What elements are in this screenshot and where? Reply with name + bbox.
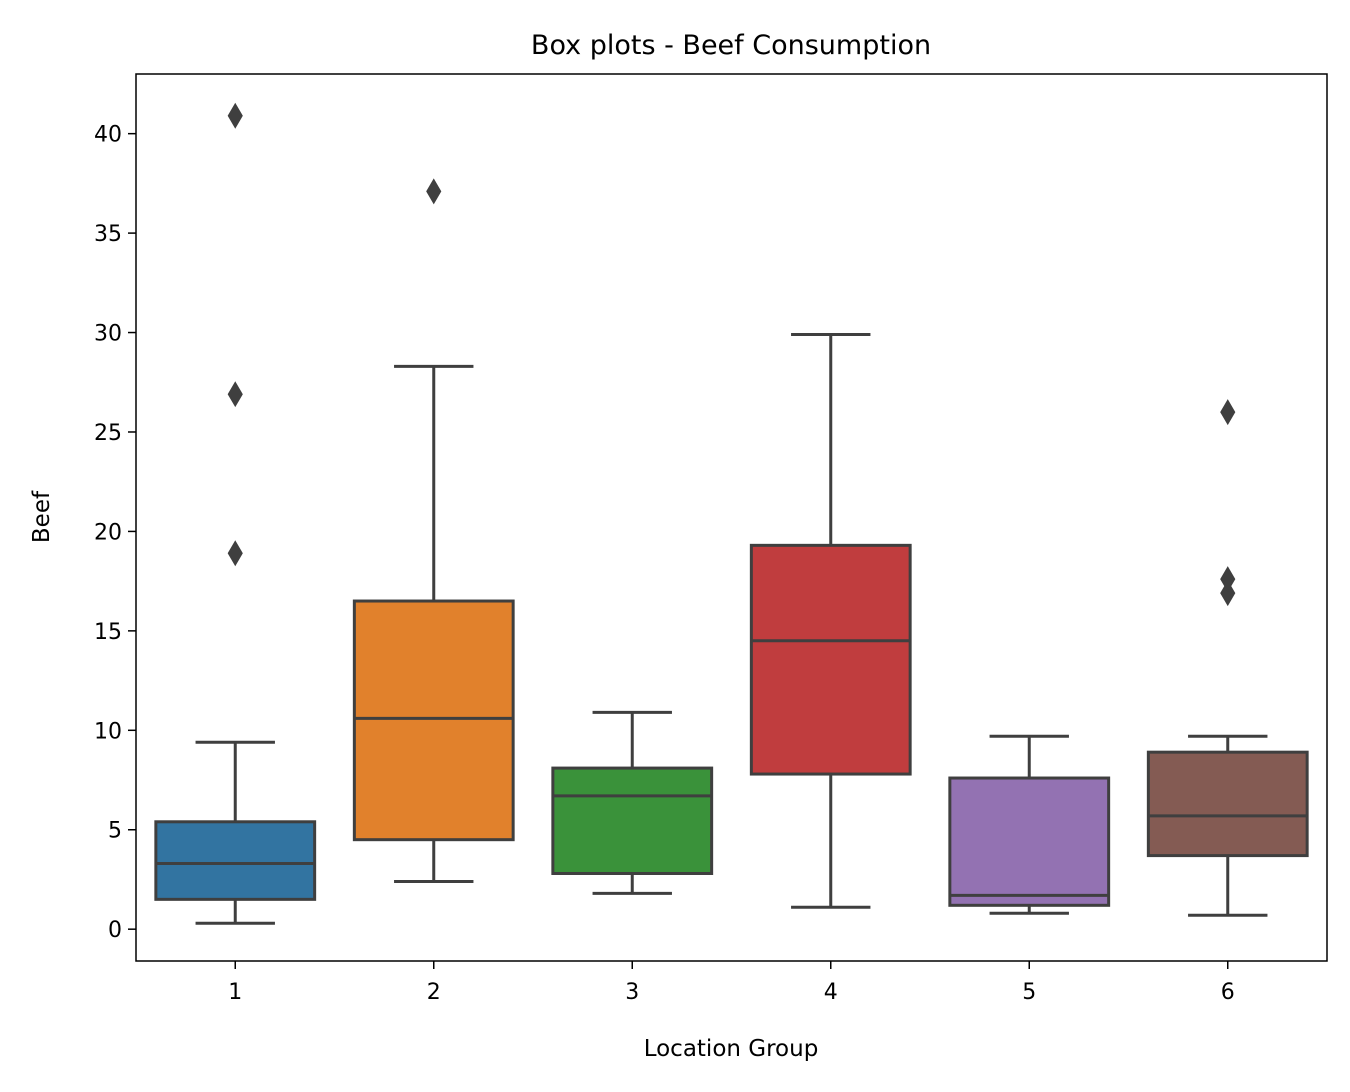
- box-iqr: [352, 599, 515, 842]
- box-group-3: [551, 710, 714, 895]
- y-tick-label: 30: [94, 322, 122, 347]
- outlier-marker: [227, 540, 243, 567]
- box-iqr: [749, 543, 912, 776]
- y-tick-label: 20: [94, 520, 122, 545]
- x-axis-label: Location Group: [644, 1036, 819, 1062]
- x-tick-label: 4: [824, 980, 838, 1005]
- box-group-6: [1146, 399, 1309, 917]
- x-tick-label: 2: [427, 980, 441, 1005]
- outlier-marker: [1220, 399, 1236, 426]
- y-tick-label: 5: [108, 819, 122, 844]
- outlier-marker: [227, 102, 243, 129]
- y-axis-label: Beef: [29, 490, 55, 543]
- box-iqr: [1146, 750, 1309, 858]
- boxes-layer: [154, 102, 1309, 925]
- box-group-5: [948, 734, 1111, 915]
- x-tick-label: 6: [1221, 980, 1235, 1005]
- outlier-marker: [1220, 580, 1236, 607]
- x-tick-label: 1: [228, 980, 242, 1005]
- y-tick-label: 15: [94, 620, 122, 645]
- box-group-4: [749, 333, 912, 909]
- y-tick-label: 25: [94, 421, 122, 446]
- y-tick-label: 35: [94, 222, 122, 247]
- box-iqr: [154, 820, 317, 901]
- box-iqr: [948, 776, 1111, 907]
- x-axis: 1 2 3 4 5 6: [228, 961, 1235, 1005]
- outlier-marker: [426, 178, 442, 205]
- box-iqr: [551, 766, 714, 875]
- outlier-marker: [1220, 566, 1236, 593]
- plot-frame: [135, 73, 1328, 962]
- y-tick-label: 0: [108, 918, 122, 943]
- x-tick-label: 5: [1022, 980, 1036, 1005]
- y-axis: 0 5 10 15 20 25 30 35 40: [94, 123, 136, 943]
- x-tick-label: 3: [625, 980, 639, 1005]
- y-tick-label: 40: [94, 123, 122, 148]
- outlier-marker: [227, 381, 243, 408]
- chart-title: Box plots - Beef Consumption: [531, 30, 931, 61]
- box-group-1: [154, 102, 317, 925]
- y-tick-label: 10: [94, 719, 122, 744]
- box-group-2: [352, 178, 515, 883]
